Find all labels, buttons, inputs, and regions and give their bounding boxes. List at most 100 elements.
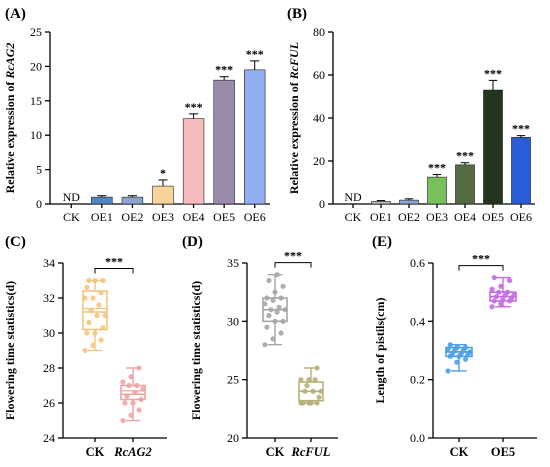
data-point [102,312,108,319]
data-point [454,359,460,365]
data-point [84,330,90,336]
data-point [92,330,98,336]
data-point [312,377,318,383]
bar [455,164,475,205]
panel-letter: (A) [5,6,26,22]
data-point [138,396,144,403]
x-tick-label: OE4 [454,210,476,224]
y-tick-label: 30 [43,326,55,340]
bar [399,199,419,205]
data-point [92,277,98,284]
y-tick-label: 0.6 [410,256,425,270]
data-point [130,400,136,406]
y-axis-label: Relative expression of RcAG2 [3,43,17,194]
y-axis-label-gene: RcAG2 [3,43,17,80]
data-point [262,301,268,307]
data-point [90,295,96,301]
data-point [94,312,100,319]
data-point [462,356,469,362]
y-tick-label: 0.2 [410,373,425,387]
data-point [100,325,106,331]
x-tick-label: OE5 [213,210,235,224]
bar [371,201,391,205]
data-point [308,400,314,406]
bar [152,185,174,205]
y-tick-label: 80 [313,25,325,39]
data-point [278,330,284,336]
significance-label: *** [215,63,233,77]
significance-label: *** [105,255,123,269]
y-tick-label: 20 [313,154,325,168]
significance-label: *** [512,122,530,136]
x-tick-label: CK [345,210,362,224]
data-point [262,342,268,348]
panel-letter: (D) [182,234,203,250]
bar [182,118,205,205]
y-tick-label: 5 [36,163,42,177]
y-tick-label: 26 [43,396,55,410]
data-point [304,382,310,389]
data-point [120,379,126,385]
box-oe5 [489,274,517,310]
box-rcag2 [120,365,146,424]
y-tick-label: 28 [43,361,55,375]
panel-b: (B) 0 20 40 60 80 Relative expression of RcFUL… [287,6,535,224]
panel-letter: (E) [372,234,392,250]
data-point [132,389,138,396]
x-tick-label: OE6 [244,210,266,224]
y-tick-label: 0.0 [410,431,425,445]
x-tick-label: CK [86,445,105,459]
y-tick-label: 32 [43,291,55,305]
box-ck [262,272,288,348]
y-tick-label: 0 [36,197,42,211]
data-point [270,336,276,342]
significance-bracket [94,268,134,274]
data-point [454,344,460,351]
y-tick-label: 10 [30,128,42,142]
data-point [445,368,451,374]
x-tick-label: CK [266,445,285,459]
box-ck [82,277,108,354]
data-point [316,394,322,400]
data-point [447,342,453,348]
panel-letter: (B) [287,6,307,22]
significance-label: *** [484,66,502,80]
x-tick-label: CK [63,210,80,224]
significance-label: *** [472,252,490,266]
data-point [498,283,504,289]
y-tick-label: 35 [227,256,239,270]
data-point [270,297,276,303]
significance-label: *** [284,249,302,263]
data-point [506,277,513,284]
data-point [314,400,320,406]
x-tick-label: OE6 [510,210,532,224]
y-tick-label: 60 [313,68,325,82]
data-point [90,342,96,348]
data-point [272,318,278,324]
data-point [264,324,270,330]
y-tick-label: 25 [30,25,42,39]
data-point [298,377,304,383]
x-tick-label: OE5 [491,445,515,459]
y-tick-label: 15 [30,94,42,108]
data-point [100,277,106,284]
data-point [300,400,306,406]
y-axis-label: Flowering time statistics(d) [189,281,203,420]
data-point [264,295,270,301]
data-point [280,283,286,289]
data-point [266,312,272,319]
data-point [306,377,312,383]
data-point [491,298,497,304]
x-tick-label: OE1 [370,210,392,224]
y-axis-label: Relative expression of RcFUL [287,42,301,194]
significance-label: *** [428,161,446,175]
bar [511,137,531,205]
data-point [86,277,92,284]
x-tick-label: CK [450,445,469,459]
data-point [274,272,280,278]
data-point [96,302,102,308]
data-point [462,344,469,351]
y-axis-label-gene: RcFUL [287,42,301,80]
data-point [84,284,90,291]
